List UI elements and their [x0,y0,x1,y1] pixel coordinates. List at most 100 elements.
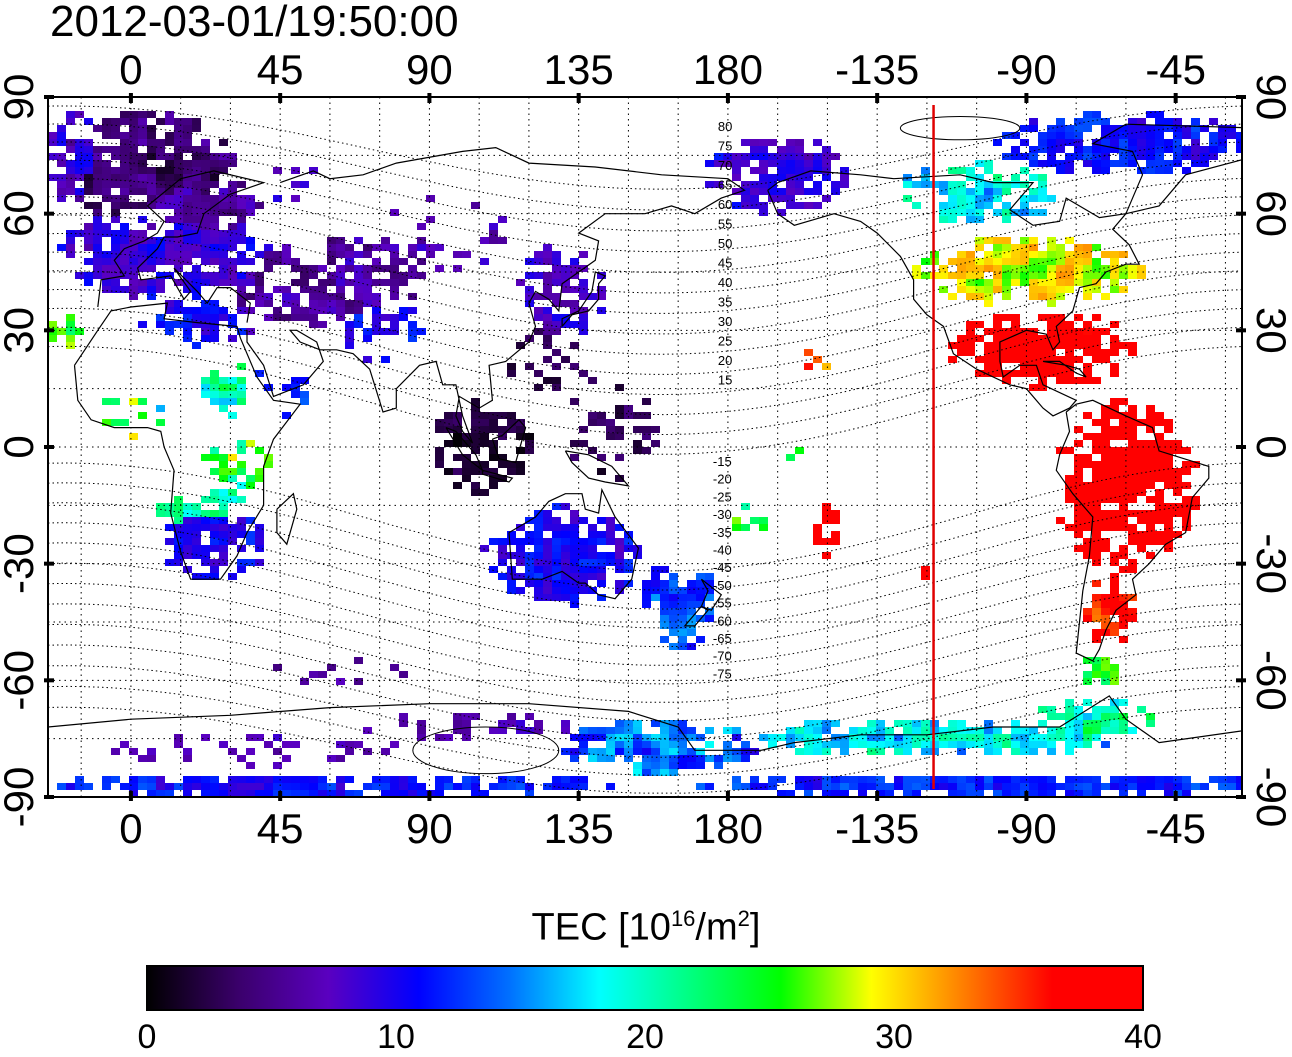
coastline-9 [508,487,640,600]
tec-cell-767 [570,258,579,265]
tec-cell-1390 [156,419,165,426]
tec-cell-372 [102,181,111,188]
tec-cell-465 [210,195,219,202]
tec-cell-838 [1119,265,1128,272]
tec-cell-235 [1200,153,1209,160]
tec-cell-2502 [84,783,93,790]
tec-cell-635 [1047,237,1056,244]
tec-cell-1628 [228,496,237,503]
tec-cell-1562 [1119,468,1128,475]
tec-cell-164 [1038,146,1047,153]
tec-cell-1347 [228,398,237,405]
tec-cell-2021 [660,615,669,622]
tec-cell-270 [1038,160,1047,167]
tec-cell-2625 [309,790,318,797]
tec-cell-2628 [336,790,345,797]
tec-cell-1662 [165,510,174,517]
tec-cell-1245 [1092,349,1101,356]
tec-cell-1478 [516,447,525,454]
tec-cell-882 [966,272,975,279]
contour-12 [48,462,1242,572]
tec-cell-1613 [1065,489,1074,496]
tec-cell-628 [498,237,507,244]
tec-cell-808 [372,265,381,272]
coastline-3 [246,146,746,444]
tec-cell-289 [93,167,102,174]
tec-cell-1388 [111,419,120,426]
tec-cell-505 [228,202,237,209]
tec-cell-284 [1191,160,1200,167]
tec-cell-596 [201,230,210,237]
tec-cell-70 [111,132,120,139]
tec-cell-2238 [867,734,876,741]
tec-cell-481 [957,195,966,202]
tec-cell-1911 [597,566,606,573]
tec-cell-949 [1083,279,1092,286]
tec-cell-121 [993,139,1002,146]
tec-cell-211 [786,153,795,160]
tec-cell-430 [219,188,228,195]
tec-cell-814 [552,265,561,272]
tec-cell-2633 [399,790,408,797]
tec-cell-978 [939,286,948,293]
tec-cell-2473 [975,776,984,783]
tec-cell-72 [129,132,138,139]
tec-cell-945 [1047,279,1056,286]
tec-cell-2474 [984,776,993,783]
tec-cell-2176 [876,727,885,734]
tec-cell-2251 [984,734,993,741]
tec-cell-453 [57,195,66,202]
tec-cell-1547 [237,468,246,475]
top-tick-180 [725,93,730,103]
tec-cell-1401 [606,419,615,426]
tec-cell-2000 [642,601,651,608]
tec-cell-2466 [912,776,921,783]
tec-cell-2300 [903,741,912,748]
top-tick-315 [1173,93,1178,103]
tec-cell-2086 [1110,706,1119,713]
tec-cell-1839 [633,545,642,552]
tec-cell-424 [156,188,165,195]
tec-cell-2270 [336,741,345,748]
tec-cell-1130 [543,321,552,328]
tec-cell-1888 [570,559,579,566]
tec-cell-1966 [561,587,570,594]
tec-cell-1371 [489,412,498,419]
tec-cell-2247 [948,734,957,741]
tec-cell-2414 [138,776,147,783]
tec-cell-2154 [579,727,588,734]
tec-cell-1071 [372,307,381,314]
tec-cell-1329 [534,384,543,391]
tec-cell-1633 [1092,496,1101,503]
tec-cell-1331 [615,384,624,391]
tec-cell-122 [1020,139,1029,146]
tec-cell-2301 [912,741,921,748]
tec-cell-2630 [354,790,363,797]
tec-cell-2662 [1047,790,1056,797]
tec-cell-1641 [1191,496,1200,503]
tec-cell-380 [174,181,183,188]
tec-cell-2417 [183,776,192,783]
tec-cell-1213 [957,342,966,349]
tec-cell-906 [147,279,156,286]
tec-cell-373 [111,181,120,188]
tec-cell-2011 [669,608,678,615]
tec-cell-1420 [606,426,615,433]
tec-cell-1908 [570,566,579,573]
tec-cell-1829 [516,545,525,552]
tec-cell-1773 [813,531,822,538]
tec-cell-1876 [210,559,219,566]
tec-cell-1160 [417,328,426,335]
tec-cell-2214 [597,734,606,741]
tec-cell-126 [1065,139,1074,146]
tec-cell-2191 [1029,727,1038,734]
tec-cell-1560 [1101,468,1110,475]
tec-cell-1022 [984,293,993,300]
tec-cell-1172 [1047,328,1056,335]
tec-cell-2392 [732,755,741,762]
tec-cell-1619 [1119,489,1128,496]
tec-cell-25 [1074,118,1083,125]
tec-cell-1305 [210,377,219,384]
tec-cell-682 [93,251,102,258]
tec-cell-702 [327,251,336,258]
